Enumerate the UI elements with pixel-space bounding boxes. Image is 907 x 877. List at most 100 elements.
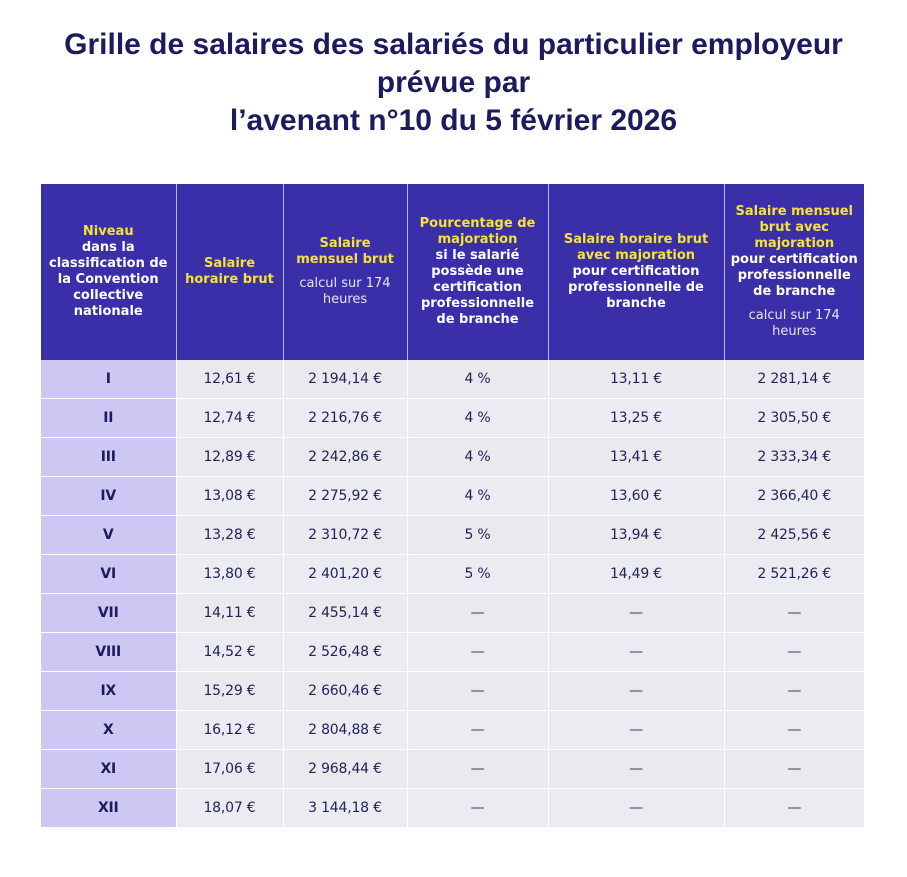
header-hourly-increase-text: pour certification professionnelle de br… (568, 264, 704, 311)
header-level: Niveau dans la classification de la Conv… (41, 184, 177, 360)
level-cell: X (41, 710, 177, 750)
monthly-wage-cell: 2 275,92 € (283, 476, 408, 516)
table-body: I 12,61 €2 194,14 €4 % 13,11 €2 281,14 € I… (41, 360, 864, 828)
hourly-wage-cell: 14,11 € (176, 593, 284, 633)
increase-cell: — (407, 671, 549, 711)
hourly-increase-cell: — (548, 671, 725, 711)
monthly-increase-cell: — (724, 710, 864, 750)
header-hourly-with-increase: Salaire horaire brut avec majoration pou… (548, 184, 725, 360)
level-cell: II (41, 398, 177, 438)
monthly-wage-cell: 2 242,86 € (283, 437, 408, 477)
hourly-increase-cell: — (548, 788, 725, 828)
header-monthly-increase-highlight: Salaire mensuel brut avec majoration (735, 204, 853, 251)
table-row: I 12,61 €2 194,14 €4 % 13,11 €2 281,14 € (41, 360, 864, 399)
header-monthly-increase-note: calcul sur 174 heures (748, 308, 840, 339)
header-monthly-wage-note: calcul sur 174 heures (299, 276, 391, 307)
hourly-increase-cell: — (548, 749, 725, 789)
table-row: III 12,89 €2 242,86 €4 % 13,41 €2 333,34 € (41, 437, 864, 477)
header-monthly-wage: Salaire mensuel brut calcul sur 174 heur… (283, 184, 408, 360)
monthly-increase-cell: — (724, 788, 864, 828)
monthly-increase-cell: 2 305,50 € (724, 398, 864, 438)
increase-cell: 5 % (407, 515, 549, 555)
hourly-increase-cell: 13,11 € (548, 360, 725, 399)
title-line-2: prévue par (376, 66, 531, 99)
level-cell: IV (41, 476, 177, 516)
level-cell: III (41, 437, 177, 477)
table-row: IV 13,08 €2 275,92 €4 % 13,60 €2 366,40 € (41, 476, 864, 516)
hourly-wage-cell: 14,52 € (176, 632, 284, 672)
increase-cell: — (407, 632, 549, 672)
hourly-wage-cell: 15,29 € (176, 671, 284, 711)
level-cell: VII (41, 593, 177, 633)
hourly-wage-cell: 13,08 € (176, 476, 284, 516)
monthly-wage-cell: 2 660,46 € (283, 671, 408, 711)
hourly-increase-cell: — (548, 593, 725, 633)
header-increase-text: si le salarié possède une certification … (420, 248, 535, 327)
monthly-increase-cell: 2 366,40 € (724, 476, 864, 516)
level-cell: XI (41, 749, 177, 789)
monthly-increase-cell: 2 425,56 € (724, 515, 864, 555)
salary-grid-table: Niveau dans la classification de la Conv… (41, 184, 864, 828)
table-row: XI 17,06 €2 968,44 € — — — (41, 749, 864, 789)
page-title: Grille de salaires des salariés du parti… (0, 26, 907, 140)
hourly-wage-cell: 13,28 € (176, 515, 284, 555)
title-line-3: l’avenant n°10 du 5 février 2026 (229, 104, 678, 137)
header-monthly-with-increase: Salaire mensuel brut avec majoration pou… (724, 184, 864, 360)
header-level-highlight: Niveau (82, 224, 134, 239)
level-cell: IX (41, 671, 177, 711)
hourly-wage-cell: 12,89 € (176, 437, 284, 477)
header-hourly-wage-highlight: Salaire horaire brut (185, 256, 274, 287)
increase-cell: 4 % (407, 398, 549, 438)
monthly-wage-cell: 2 804,88 € (283, 710, 408, 750)
level-cell: I (41, 360, 177, 399)
monthly-wage-cell: 2 194,14 € (283, 360, 408, 399)
table-row: VII 14,11 €2 455,14 € — — — (41, 593, 864, 633)
hourly-increase-cell: 13,60 € (548, 476, 725, 516)
increase-cell: 4 % (407, 437, 549, 477)
header-increase-highlight: Pourcentage de majoration (419, 216, 536, 247)
table-row: II 12,74 €2 216,76 €4 % 13,25 €2 305,50 € (41, 398, 864, 438)
monthly-wage-cell: 3 144,18 € (283, 788, 408, 828)
monthly-wage-cell: 2 455,14 € (283, 593, 408, 633)
level-cell: VI (41, 554, 177, 594)
monthly-wage-cell: 2 310,72 € (283, 515, 408, 555)
monthly-increase-cell: 2 333,34 € (724, 437, 864, 477)
title-line-1: Grille de salaires des salariés du parti… (64, 28, 843, 61)
header-monthly-wage-highlight: Salaire mensuel brut (296, 236, 394, 267)
table-row: XII 18,07 €3 144,18 € — — — (41, 788, 864, 828)
header-level-text: dans la classification de la Convention … (49, 240, 168, 319)
increase-cell: — (407, 710, 549, 750)
table-header: Niveau dans la classification de la Conv… (41, 184, 864, 360)
hourly-increase-cell: 13,41 € (548, 437, 725, 477)
monthly-wage-cell: 2 216,76 € (283, 398, 408, 438)
increase-cell: 4 % (407, 476, 549, 516)
monthly-increase-cell: — (724, 749, 864, 789)
level-cell: XII (41, 788, 177, 828)
hourly-increase-cell: 14,49 € (548, 554, 725, 594)
table-row: V 13,28 €2 310,72 €5 % 13,94 €2 425,56 € (41, 515, 864, 555)
monthly-wage-cell: 2 401,20 € (283, 554, 408, 594)
hourly-increase-cell: — (548, 632, 725, 672)
table-row: VI 13,80 €2 401,20 €5 % 14,49 €2 521,26 € (41, 554, 864, 594)
monthly-wage-cell: 2 968,44 € (283, 749, 408, 789)
monthly-increase-cell: — (724, 632, 864, 672)
header-hourly-increase-highlight: Salaire horaire brut avec majoration (563, 232, 709, 263)
monthly-increase-cell: — (724, 671, 864, 711)
monthly-wage-cell: 2 526,48 € (283, 632, 408, 672)
hourly-wage-cell: 18,07 € (176, 788, 284, 828)
monthly-increase-cell: 2 521,26 € (724, 554, 864, 594)
monthly-increase-cell: — (724, 593, 864, 633)
header-monthly-increase-text: pour certification professionnelle de br… (730, 252, 858, 299)
increase-cell: — (407, 749, 549, 789)
level-cell: V (41, 515, 177, 555)
table-row: IX 15,29 €2 660,46 € — — — (41, 671, 864, 711)
hourly-wage-cell: 13,80 € (176, 554, 284, 594)
table-row: X 16,12 €2 804,88 € — — — (41, 710, 864, 750)
hourly-increase-cell: 13,94 € (548, 515, 725, 555)
hourly-increase-cell: — (548, 710, 725, 750)
monthly-increase-cell: 2 281,14 € (724, 360, 864, 399)
increase-cell: — (407, 788, 549, 828)
hourly-increase-cell: 13,25 € (548, 398, 725, 438)
header-increase-percentage: Pourcentage de majoration si le salarié … (407, 184, 549, 360)
increase-cell: 4 % (407, 360, 549, 399)
